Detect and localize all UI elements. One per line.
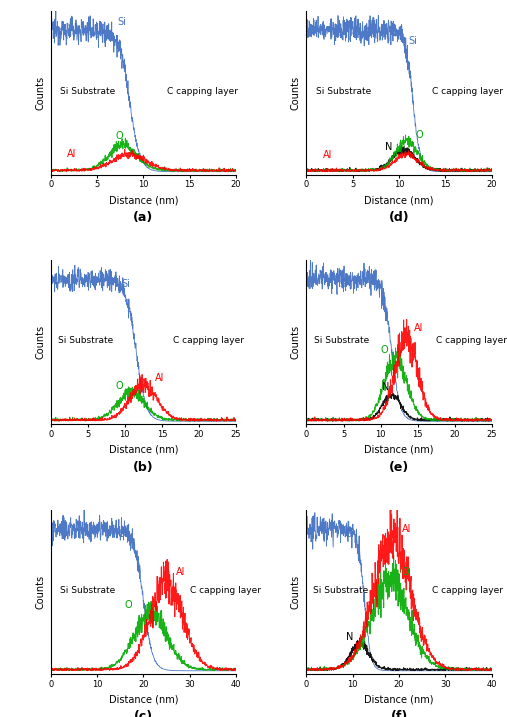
Text: Si: Si (346, 528, 355, 538)
Text: Si: Si (118, 17, 126, 27)
Text: Si: Si (118, 528, 127, 538)
Text: Al: Al (176, 567, 185, 577)
Text: Si Substrate: Si Substrate (58, 336, 114, 346)
Text: C capping layer: C capping layer (166, 87, 238, 96)
Text: Si Substrate: Si Substrate (316, 87, 371, 96)
Text: (b): (b) (133, 460, 154, 473)
Text: (a): (a) (133, 211, 154, 224)
Text: N: N (385, 143, 392, 153)
Text: Si: Si (409, 36, 417, 46)
Text: Si: Si (121, 279, 130, 289)
Y-axis label: Counts: Counts (291, 76, 301, 110)
Text: (c): (c) (134, 710, 153, 717)
X-axis label: Distance (nm): Distance (nm) (365, 694, 434, 704)
Text: Al: Al (67, 149, 77, 159)
Y-axis label: Counts: Counts (291, 326, 301, 359)
Text: O: O (125, 599, 132, 609)
Text: Si: Si (340, 279, 349, 289)
Text: N: N (346, 632, 353, 642)
Text: Al: Al (323, 151, 333, 161)
Text: Al: Al (402, 524, 411, 534)
Text: Al: Al (155, 373, 164, 383)
Y-axis label: Counts: Counts (35, 76, 45, 110)
Text: Si Substrate: Si Substrate (60, 87, 115, 96)
Text: Si Substrate: Si Substrate (314, 336, 369, 346)
Text: N: N (382, 382, 389, 392)
Text: O: O (116, 381, 124, 391)
Text: O: O (416, 130, 423, 140)
Text: C capping layer: C capping layer (436, 336, 507, 346)
Y-axis label: Counts: Counts (35, 326, 45, 359)
Text: C capping layer: C capping layer (431, 87, 502, 96)
Text: (d): (d) (389, 211, 410, 224)
Text: O: O (381, 346, 388, 355)
Text: O: O (116, 131, 123, 141)
X-axis label: Distance (nm): Distance (nm) (108, 694, 178, 704)
Text: C capping layer: C capping layer (190, 586, 261, 595)
X-axis label: Distance (nm): Distance (nm) (108, 195, 178, 205)
Y-axis label: Counts: Counts (291, 575, 301, 609)
Text: Si Substrate: Si Substrate (60, 586, 115, 595)
Text: (f): (f) (390, 710, 408, 717)
Text: Al: Al (414, 323, 423, 333)
Text: C capping layer: C capping layer (431, 586, 502, 595)
X-axis label: Distance (nm): Distance (nm) (365, 445, 434, 455)
Text: (e): (e) (389, 460, 409, 473)
Text: O: O (402, 567, 409, 577)
Text: Si Substrate: Si Substrate (313, 586, 369, 595)
X-axis label: Distance (nm): Distance (nm) (365, 195, 434, 205)
Y-axis label: Counts: Counts (35, 575, 45, 609)
X-axis label: Distance (nm): Distance (nm) (108, 445, 178, 455)
Text: C capping layer: C capping layer (173, 336, 244, 346)
